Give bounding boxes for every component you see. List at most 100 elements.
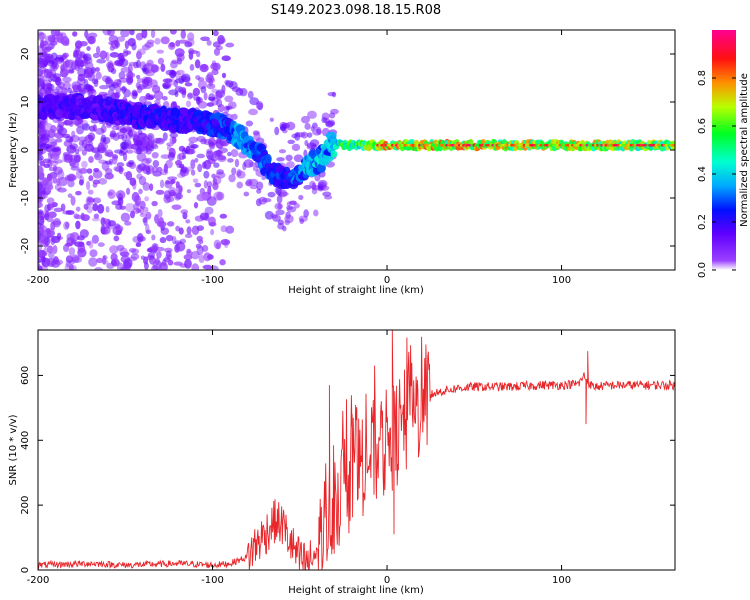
- spectrogram-noise-blob: [287, 139, 295, 145]
- spectrogram-noise-blob: [324, 195, 333, 200]
- spectrogram-noise-blob: [123, 258, 133, 269]
- spectrogram-noise-blob: [108, 35, 119, 43]
- spectrogram-noise-blob: [243, 191, 250, 197]
- spectrogram-noise-blob: [186, 248, 192, 254]
- spectrogram-noise-blob: [85, 180, 91, 191]
- spectrogram-noise-blob: [91, 217, 101, 222]
- spectrogram-noise-blob: [185, 219, 191, 224]
- spectrogram-noise-blob: [190, 250, 200, 260]
- spectrogram-noise-blob: [274, 126, 280, 136]
- spectrogram-noise-blob: [102, 30, 112, 36]
- spectrogram-noise-blob: [100, 226, 108, 235]
- spectrogram-noise-blob: [200, 36, 210, 42]
- spectrogram-noise-blob: [205, 150, 214, 160]
- spectrogram-noise-blob: [45, 210, 50, 218]
- spectrogram-noise-blob: [169, 132, 179, 138]
- spectrogram-noise-blob: [41, 176, 49, 187]
- spectrogram-noise-blob: [83, 203, 89, 210]
- y-tick-label: -10: [20, 190, 31, 206]
- spectrogram-noise-blob: [225, 42, 235, 48]
- spectrogram-noise-blob: [41, 255, 46, 263]
- spectrogram-noise-blob: [128, 160, 135, 165]
- spectrogram-noise-blob: [68, 247, 76, 256]
- spectrogram-noise-blob: [210, 229, 215, 236]
- spectrogram-noise-blob: [86, 196, 94, 207]
- spectrogram-noise-blob: [269, 117, 274, 122]
- spectrogram-noise-blob: [120, 212, 131, 223]
- spectrogram-noise-blob: [47, 34, 56, 43]
- y-tick-label: -20: [20, 238, 31, 254]
- spectrogram-noise-blob: [160, 36, 170, 45]
- spectrogram-noise-blob: [277, 203, 283, 210]
- spectrogram-noise-blob: [126, 187, 131, 195]
- spectrogram-noise-blob: [249, 97, 260, 106]
- spectrogram-noise-blob: [151, 234, 156, 241]
- spectrogram-noise-blob: [149, 145, 155, 152]
- spectrogram-noise-blob: [181, 155, 187, 160]
- spectrogram-noise-blob: [208, 141, 216, 150]
- spectrogram-noise-blob: [96, 58, 107, 64]
- spectrogram-noise-blob: [64, 176, 74, 181]
- spectrogram-noise-blob: [86, 46, 91, 51]
- spectrogram-ridge-core: [671, 143, 675, 147]
- spectrogram-noise-blob: [48, 152, 53, 161]
- spectrogram-noise-blob: [159, 179, 165, 189]
- spectrogram-noise-blob: [165, 69, 175, 76]
- spectrogram-noise-blob: [128, 61, 137, 67]
- spectrogram-noise-blob: [165, 159, 173, 169]
- spectrogram-noise-blob: [151, 65, 160, 73]
- spectrogram-noise-blob: [104, 172, 114, 180]
- spectrogram-noise-blob: [125, 126, 136, 132]
- spectrogram-noise-blob: [270, 213, 278, 219]
- spectrogram-noise-blob: [205, 73, 215, 83]
- spectrogram-noise-blob: [236, 181, 244, 189]
- spectrogram-noise-blob: [55, 54, 64, 61]
- spectrogram-noise-blob: [195, 75, 201, 80]
- spectrogram-noise-blob: [87, 72, 96, 82]
- spectrogram-noise-blob: [38, 32, 45, 42]
- spectrogram-noise-blob: [125, 72, 136, 79]
- spectrogram-noise-blob: [67, 193, 73, 198]
- spectrogram-noise-blob: [307, 110, 317, 119]
- spectrogram-noise-blob: [293, 154, 304, 163]
- spectrogram-noise-blob: [174, 48, 185, 57]
- spectrogram-noise-blob: [213, 239, 221, 250]
- spectrogram-noise-blob: [311, 187, 318, 195]
- spectrogram-noise-blob: [93, 168, 100, 173]
- spectrogram-noise-blob: [91, 66, 96, 75]
- spectrogram-noise-blob: [109, 245, 119, 254]
- spectrogram-noise-blob: [129, 177, 137, 186]
- spectrogram-noise-blob: [161, 95, 168, 101]
- spectrogram-noise-blob: [100, 134, 107, 143]
- snr-series-line: [38, 330, 675, 570]
- spectrogram-noise-blob: [78, 167, 89, 174]
- spectrogram-noise-blob: [94, 266, 103, 270]
- spectrogram-noise-blob: [180, 166, 188, 173]
- spectrogram-noise-blob: [121, 85, 127, 94]
- spectrogram-noise-blob: [212, 41, 221, 48]
- spectrogram-noise-blob: [40, 81, 46, 90]
- spectrogram-noise-blob: [196, 193, 206, 202]
- spectrogram-noise-blob: [57, 187, 67, 193]
- spectrogram-noise-blob: [144, 196, 150, 202]
- spectrogram-noise-blob: [135, 32, 144, 41]
- spectrogram-noise-blob: [67, 174, 77, 181]
- spectrogram-noise-blob: [317, 185, 324, 192]
- spectrogram-noise-blob: [221, 55, 231, 62]
- spectrogram-noise-blob: [38, 197, 44, 203]
- spectrogram-noise-blob: [45, 184, 54, 191]
- spectrogram-noise-blob: [88, 257, 98, 267]
- spectrogram-noise-blob: [42, 234, 50, 244]
- spectrogram-noise-blob: [236, 169, 242, 177]
- spectrogram-noise-blob: [44, 82, 53, 88]
- spectrogram-noise-blob: [41, 40, 49, 47]
- spectrogram-noise-blob: [111, 260, 118, 266]
- spectrogram-noise-blob: [105, 51, 110, 62]
- spectrogram-noise-blob: [165, 234, 174, 242]
- spectrogram-noise-blob: [84, 61, 94, 70]
- spectrogram-noise-blob: [46, 173, 53, 182]
- spectrogram-noise-blob: [277, 219, 285, 225]
- spectrogram-noise-blob: [160, 227, 170, 235]
- spectrogram-noise-blob: [151, 166, 159, 173]
- spectrogram-noise-blob: [208, 216, 216, 227]
